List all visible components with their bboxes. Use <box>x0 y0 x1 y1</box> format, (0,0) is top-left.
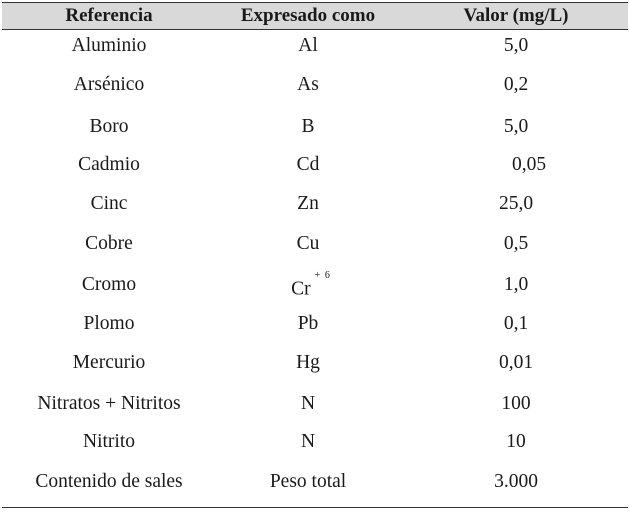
table-row: Mercurio Hg 0,01 <box>2 348 628 378</box>
table-row: Boro B 5,0 <box>2 112 628 142</box>
cell-valor: 1,0 <box>503 274 529 295</box>
cell-expresado: Hg <box>296 352 320 373</box>
cell-valor: 0,1 <box>503 313 529 334</box>
table-bottom-rule <box>2 507 628 508</box>
cell-expresado: Peso total <box>269 471 347 492</box>
header-referencia: Referencia <box>65 5 153 26</box>
table-row: Cobre Cu 0,5 <box>2 229 628 259</box>
cell-valor: 25,0 <box>498 193 534 214</box>
table-header: Referencia Expresado como Valor (mg/L) <box>2 2 628 30</box>
cell-expresado: Al <box>298 35 318 56</box>
table-row: Plomo Pb 0,1 <box>2 309 628 339</box>
table-row: Cinc Zn 25,0 <box>2 189 628 219</box>
cell-valor: 0,01 <box>498 352 534 373</box>
cell-referencia: Boro <box>89 116 129 137</box>
cell-referencia: Cadmio <box>78 154 140 175</box>
cell-referencia: Plomo <box>83 313 135 334</box>
cell-referencia: Cobre <box>85 233 133 254</box>
table-row: Cromo Cr+ 6 1,0 <box>2 270 628 300</box>
cell-referencia: Nitrito <box>83 431 135 452</box>
table-row: Nitrito N 10 <box>2 427 628 457</box>
cell-expresado: N <box>300 431 316 452</box>
cell-expresado: Cr+ 6 <box>291 270 331 305</box>
table-row: Nitratos + Nitritos N 100 <box>2 389 628 419</box>
cell-valor: 0,05 <box>511 154 547 175</box>
header-expresado-como: Expresado como <box>240 5 376 26</box>
cell-referencia: Cromo <box>81 274 137 295</box>
cell-expresado: Pb <box>297 313 319 334</box>
cell-expresado: Cu <box>296 233 320 254</box>
cell-referencia: Mercurio <box>72 352 146 373</box>
cell-referencia: Nitratos + Nitritos <box>37 393 181 414</box>
cell-valor: 5,0 <box>503 35 529 56</box>
oxidation-state: + 6 <box>314 270 331 281</box>
cell-valor: 0,5 <box>503 233 529 254</box>
cell-referencia: Arsénico <box>73 74 145 95</box>
cell-valor: 3.000 <box>494 471 538 492</box>
cell-expresado: Cd <box>296 154 320 175</box>
header-valor: Valor (mg/L) <box>463 5 569 26</box>
cell-referencia: Contenido de sales <box>35 471 183 492</box>
cell-expresado: B <box>301 116 315 137</box>
table-row: Cadmio Cd 0,05 <box>2 150 628 180</box>
cell-valor: 10 <box>506 431 526 452</box>
cell-expresado-symbol: Cr <box>291 278 311 300</box>
table-row: Contenido de sales Peso total 3.000 <box>2 467 628 497</box>
table-row: Arsénico As 0,2 <box>2 70 628 100</box>
cell-referencia: Cinc <box>90 193 128 214</box>
cell-expresado: N <box>300 393 316 414</box>
cell-valor: 5,0 <box>503 116 529 137</box>
cell-expresado: Zn <box>297 193 319 214</box>
cell-valor: 100 <box>501 393 531 414</box>
cell-expresado: As <box>297 74 319 95</box>
cell-referencia: Aluminio <box>71 35 147 56</box>
cell-valor: 0,2 <box>503 74 529 95</box>
table-row: Aluminio Al 5,0 <box>2 31 628 61</box>
